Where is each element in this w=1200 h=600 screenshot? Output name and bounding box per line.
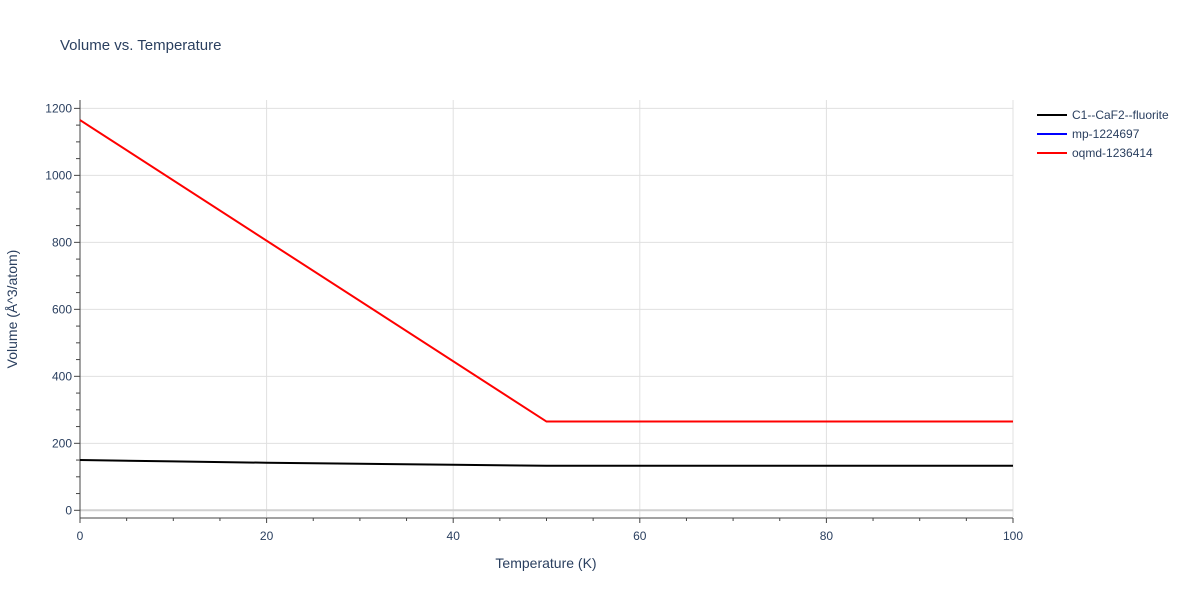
legend-item[interactable]: mp-1224697 bbox=[1037, 127, 1140, 141]
legend-item[interactable]: oqmd-1236414 bbox=[1037, 146, 1153, 160]
legend-label: oqmd-1236414 bbox=[1072, 146, 1153, 160]
y-tick-label: 200 bbox=[52, 436, 72, 450]
y-tick-label: 400 bbox=[52, 369, 72, 383]
legend[interactable]: C1--CaF2--fluorite mp-1224697 oqmd-1236414 bbox=[1037, 108, 1169, 160]
x-tick-label: 100 bbox=[1003, 529, 1023, 543]
series-line-oqmd-1236414[interactable] bbox=[79, 119, 1013, 423]
y-tick-label: 1200 bbox=[45, 101, 72, 115]
legend-item[interactable]: C1--CaF2--fluorite bbox=[1037, 108, 1169, 122]
chart-title: Volume vs. Temperature bbox=[60, 37, 221, 54]
series-line-C1--CaF2--fluorite[interactable] bbox=[79, 459, 1013, 467]
x-tick-label: 0 bbox=[77, 529, 84, 543]
legend-label: C1--CaF2--fluorite bbox=[1072, 108, 1169, 122]
x-axis-label: Temperature (K) bbox=[495, 555, 596, 571]
y-axis-label: Volume (Å^3/atom) bbox=[4, 250, 20, 369]
x-tick-label: 80 bbox=[820, 529, 834, 543]
y-tick-label: 0 bbox=[65, 503, 72, 517]
grid-lines bbox=[79, 100, 1014, 517]
x-tick-label: 60 bbox=[633, 529, 647, 543]
y-tick-label: 1000 bbox=[45, 168, 72, 182]
series-lines bbox=[79, 119, 1013, 467]
legend-label: mp-1224697 bbox=[1072, 127, 1140, 141]
x-tick-label: 20 bbox=[260, 529, 274, 543]
x-tick-label: 40 bbox=[447, 529, 461, 543]
y-tick-label: 800 bbox=[52, 235, 72, 249]
y-tick-label: 600 bbox=[52, 302, 72, 316]
